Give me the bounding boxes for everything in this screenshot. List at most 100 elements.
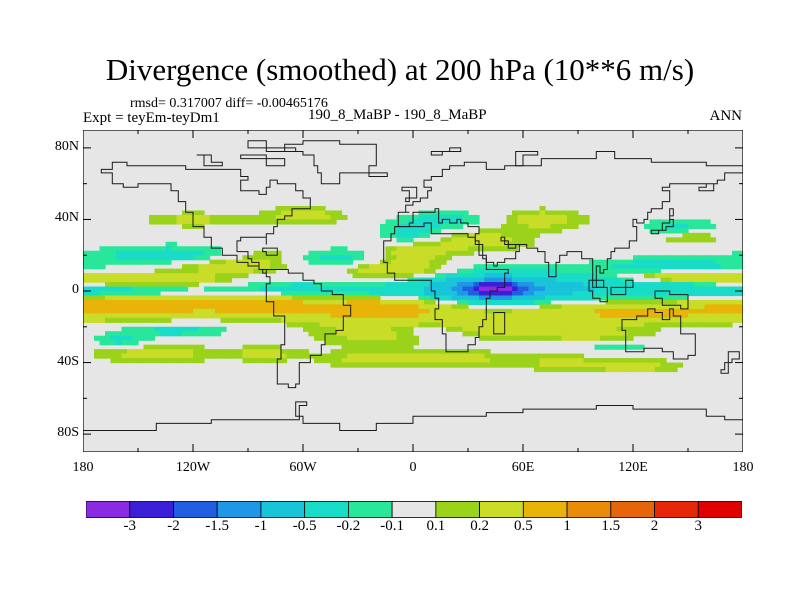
field-cell (704, 291, 711, 297)
field-cell (528, 331, 535, 337)
field-cell (556, 353, 563, 359)
field-cell (105, 250, 112, 256)
field-cell (671, 317, 678, 323)
field-cell (556, 304, 563, 310)
field-cell (677, 308, 684, 314)
field-cell (303, 313, 310, 319)
field-cell (561, 317, 568, 323)
field-cell (264, 353, 271, 359)
field-cell (330, 250, 337, 256)
field-cell (567, 367, 574, 373)
field-cell (479, 299, 486, 306)
field-cell (138, 273, 145, 279)
field-cell (512, 273, 519, 279)
field-cell (259, 308, 266, 314)
field-cell (248, 295, 255, 301)
field-cell (363, 358, 370, 364)
field-cell (457, 286, 464, 292)
field-cell (671, 277, 678, 283)
field-cell (270, 250, 277, 256)
field-cell (627, 362, 634, 368)
field-cell (583, 268, 590, 274)
field-cell (517, 223, 524, 229)
field-cell (242, 268, 249, 274)
field-cell (391, 340, 398, 346)
field-cell (611, 326, 618, 332)
field-cell (396, 326, 403, 332)
field-cell (523, 331, 530, 337)
field-cell (391, 232, 398, 238)
field-cell (567, 295, 574, 301)
field-cell (396, 299, 403, 306)
field-cell (578, 308, 585, 314)
field-cell (380, 308, 387, 314)
field-cell (688, 286, 695, 292)
field-cell (583, 308, 590, 314)
field-cell (660, 304, 667, 310)
field-cell (402, 353, 409, 359)
field-cell (105, 353, 112, 359)
field-cell (627, 358, 634, 364)
coastline (240, 154, 286, 167)
field-cell (429, 304, 436, 310)
field-cell (281, 358, 288, 364)
y-tick-label: 0 (72, 282, 79, 297)
field-cell (336, 295, 343, 301)
field-cell (286, 219, 293, 225)
y-tick-label: 80S (57, 425, 79, 441)
field-cell (732, 264, 739, 270)
field-cell (176, 349, 183, 355)
field-cell (407, 326, 414, 332)
field-cell (550, 286, 557, 292)
field-cell (484, 326, 491, 332)
field-cell (561, 322, 568, 328)
field-cell (627, 308, 634, 314)
coastline (610, 279, 634, 296)
field-cell (644, 358, 651, 364)
field-cell (231, 264, 238, 270)
field-cell (275, 214, 282, 221)
field-cell (572, 264, 579, 270)
field-cell (281, 210, 288, 216)
field-cell (413, 250, 420, 256)
field-cell (413, 291, 420, 297)
field-cell (545, 335, 552, 341)
field-cell (462, 358, 469, 364)
field-cell (534, 223, 541, 229)
field-cell (380, 259, 387, 265)
field-cell (105, 259, 112, 265)
field-cell (682, 295, 689, 301)
field-cell (83, 295, 90, 301)
field-cell (292, 219, 299, 225)
field-cell (215, 286, 222, 292)
field-cell (495, 322, 502, 328)
field-cell (627, 295, 634, 301)
field-cell (363, 299, 370, 306)
field-cell (583, 286, 590, 292)
field-cell (374, 291, 381, 297)
field-cell (308, 219, 315, 225)
field-cell (99, 317, 106, 323)
field-cell (435, 246, 442, 252)
field-cell (391, 308, 398, 314)
field-cell (242, 219, 249, 225)
field-cell (407, 255, 414, 261)
field-cell (671, 286, 678, 292)
field-cell (418, 291, 425, 297)
field-cell (611, 367, 618, 373)
field-cell (83, 291, 90, 297)
field-cell (616, 277, 623, 283)
field-cell (556, 322, 563, 328)
field-cell (204, 308, 211, 314)
field-cell (160, 295, 167, 301)
field-cell (512, 210, 519, 216)
field-cell (149, 299, 156, 306)
chart-title: Divergence (smoothed) at 200 hPa (10**6 … (105, 52, 695, 87)
field-cell (435, 362, 442, 368)
field-cell (363, 291, 370, 297)
field-cell (512, 282, 519, 288)
field-cell (688, 219, 695, 225)
field-cell (655, 291, 662, 297)
field-cell (347, 344, 354, 350)
field-cell (336, 349, 343, 355)
